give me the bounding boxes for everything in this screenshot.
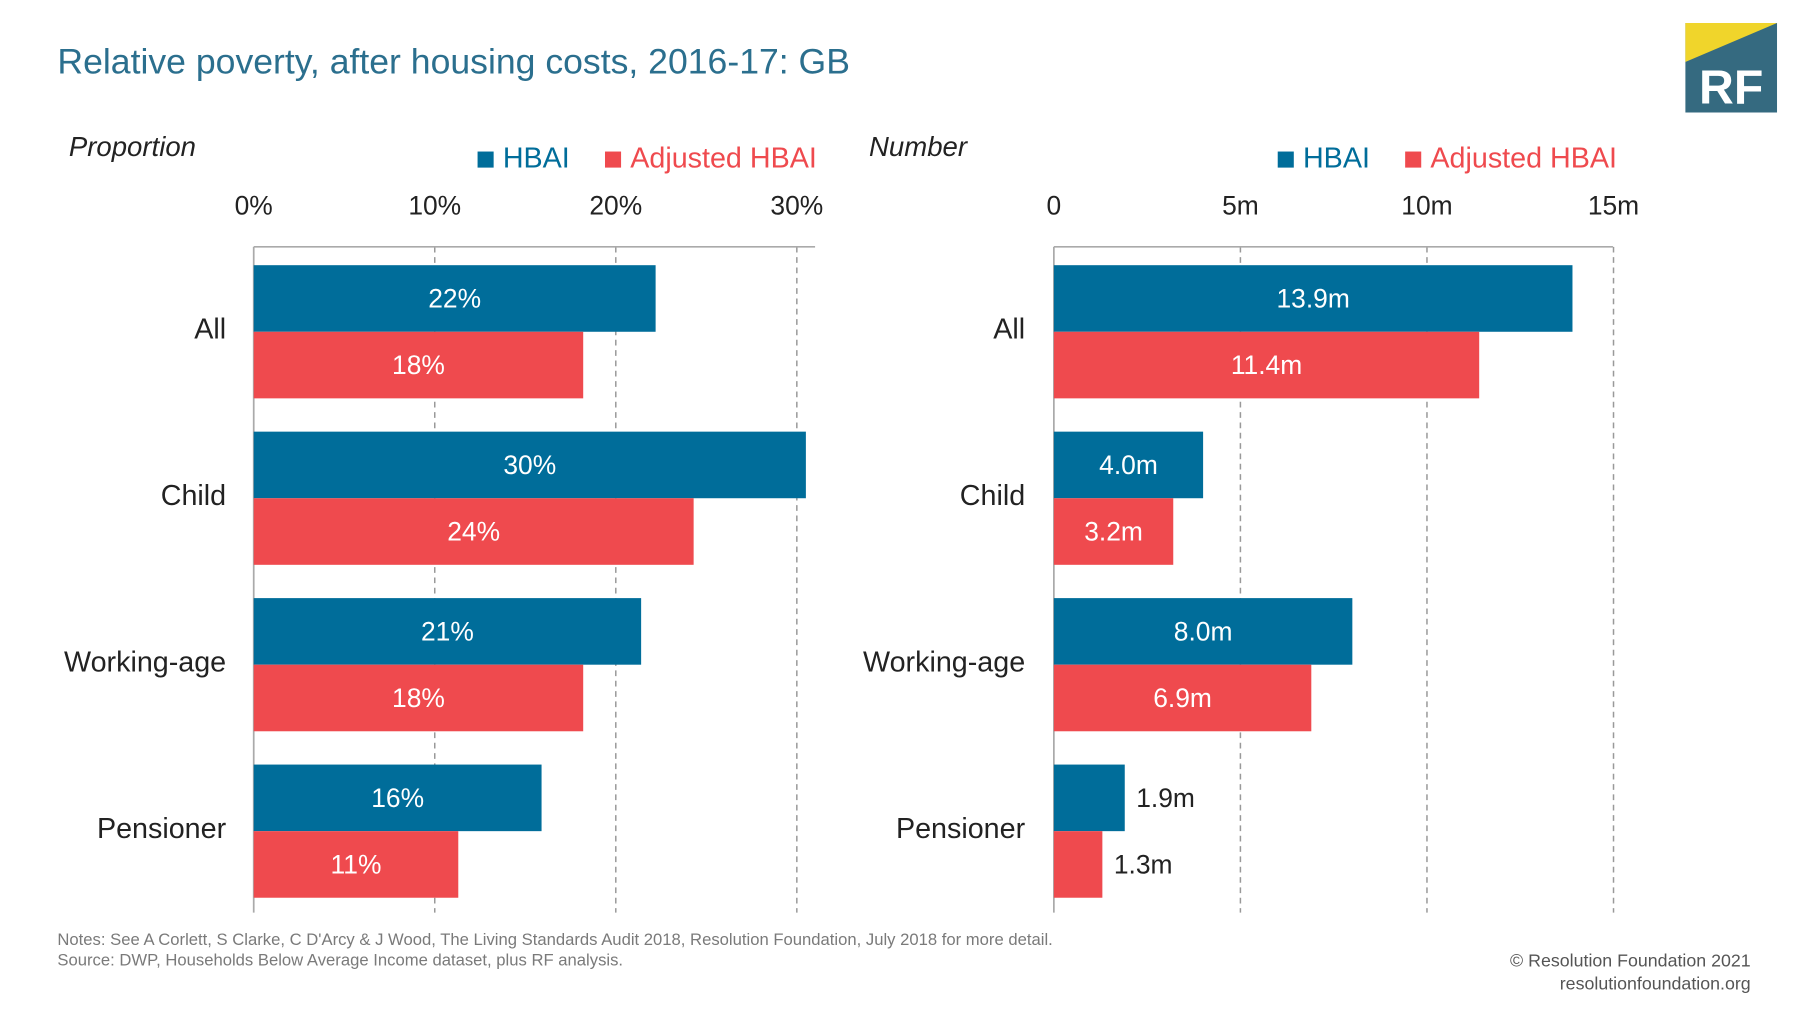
category-label: All — [194, 314, 226, 346]
bar-adjusted — [253, 331, 584, 399]
category-label: Pensioner — [896, 813, 1026, 845]
data-label: 24% — [447, 517, 500, 547]
data-label: 1.3m — [1114, 850, 1173, 880]
bar-hbai — [253, 265, 656, 332]
data-label: 8.0m — [1174, 617, 1233, 647]
x-tick-label: 10% — [408, 191, 461, 221]
website-link[interactable]: resolutionfoundation.org — [1559, 974, 1751, 995]
data-label: 6.9m — [1153, 683, 1212, 713]
category-label: Working-age — [863, 647, 1025, 679]
data-label: 21% — [421, 617, 474, 647]
legend-label: HBAI — [1303, 143, 1370, 175]
x-tick-label: 20% — [589, 191, 642, 221]
data-label: 16% — [371, 783, 424, 813]
rf-logo: RF — [1685, 22, 1778, 113]
legend-swatch-hbai — [477, 151, 494, 168]
source-text: Source: DWP, Households Below Average In… — [57, 951, 624, 971]
category-label: Pensioner — [97, 813, 227, 845]
x-tick-label: 15m — [1588, 191, 1639, 221]
page-title: Relative poverty, after housing costs, 2… — [57, 41, 850, 82]
data-label: 1.9m — [1136, 783, 1195, 813]
x-tick-label: 0% — [235, 191, 273, 221]
legend-swatch-adjusted — [604, 151, 622, 168]
category-label: Child — [960, 480, 1025, 512]
bar-adjusted — [253, 831, 459, 898]
legend-label: Adjusted HBAI — [630, 143, 817, 175]
bar-adjusted — [1053, 664, 1312, 732]
legend-swatch-adjusted — [1405, 151, 1422, 168]
x-tick-label: 10m — [1401, 191, 1452, 221]
copyright-text: © Resolution Foundation 2021 — [1510, 951, 1751, 972]
legend-swatch-hbai — [1277, 151, 1294, 168]
data-label: 18% — [392, 683, 445, 713]
category-label: Working-age — [64, 647, 226, 679]
bar-hbai — [253, 598, 642, 665]
category-label: All — [993, 314, 1025, 346]
data-label: 11% — [331, 850, 382, 880]
data-label: 30% — [503, 450, 556, 480]
data-label: 4.0m — [1099, 450, 1158, 480]
x-tick-label: 5m — [1222, 191, 1259, 221]
category-label: Child — [161, 480, 226, 512]
legend-label: Adjusted HBAI — [1430, 143, 1617, 175]
bar-charts: Proportion HBAI Adjusted HBAI 0% 10% 20% 30% Al… — [64, 131, 1639, 913]
bar-adjusted — [253, 498, 694, 565]
bar-adjusted — [1053, 331, 1480, 399]
panel-subtitle: Number — [869, 131, 969, 162]
x-tick-label: 0 — [1047, 191, 1062, 221]
data-label: 3.2m — [1084, 517, 1143, 547]
bar-hbai — [253, 764, 542, 832]
data-label: 11.4m — [1231, 350, 1302, 380]
bar-hbai — [1053, 265, 1573, 332]
bar-adjusted — [253, 664, 584, 732]
footnotes: Notes: See A Corlett, S Clarke, C D'Arcy… — [57, 930, 1052, 971]
data-label: 18% — [392, 350, 445, 380]
notes-text: Notes: See A Corlett, S Clarke, C D'Arcy… — [57, 931, 1053, 950]
x-tick-label: 30% — [770, 191, 823, 221]
data-label: 13.9m — [1276, 284, 1349, 314]
panel-subtitle: Proportion — [69, 131, 196, 162]
bar-hbai — [1053, 598, 1353, 665]
bar-hbai — [253, 431, 806, 499]
bar-hbai — [1053, 764, 1125, 832]
bar-adjusted — [1053, 831, 1103, 898]
legend-label: HBAI — [503, 143, 570, 175]
credits: © Resolution Foundation 2021 resolutionf… — [1510, 951, 1751, 997]
bar-adjusted — [1053, 498, 1174, 565]
data-label: 22% — [428, 284, 481, 314]
bar-hbai — [1053, 431, 1204, 499]
svg-text:RF: RF — [1699, 60, 1763, 112]
